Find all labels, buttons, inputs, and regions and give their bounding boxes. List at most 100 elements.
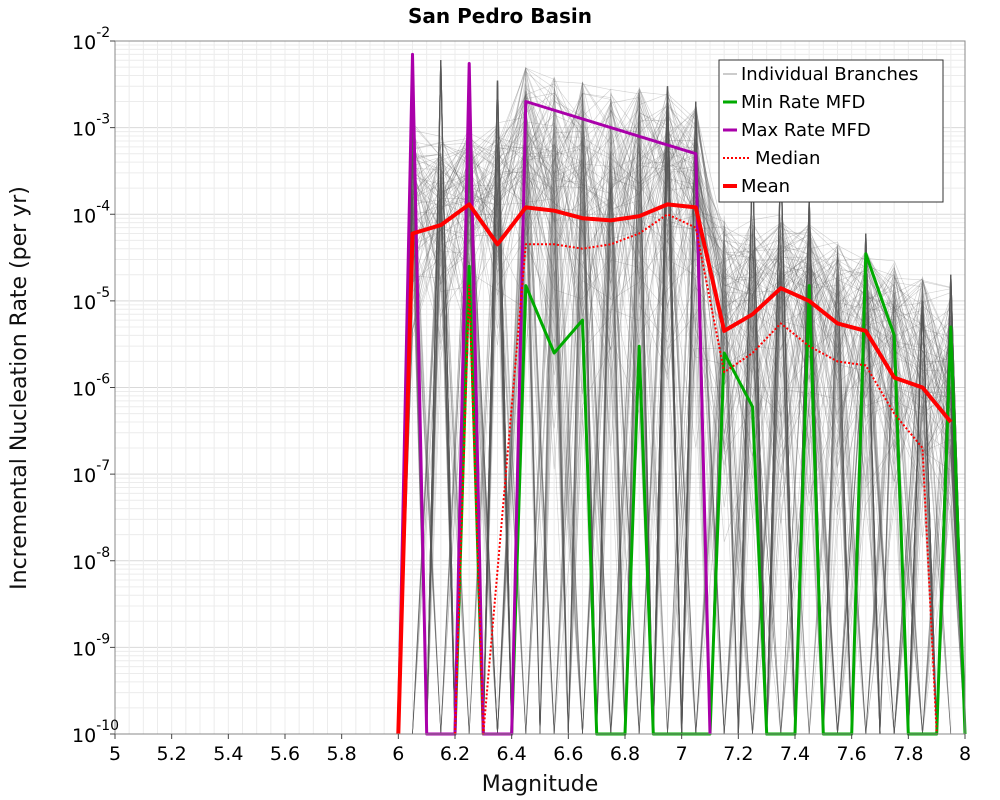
y-tick-label: 10-8 [72, 545, 110, 574]
branch-line [398, 90, 966, 735]
x-tick-label: 6.8 [610, 743, 640, 765]
y-tick-label: 10-2 [72, 25, 110, 54]
branch-line [398, 114, 966, 735]
legend-box [718, 59, 944, 203]
branch-line [398, 106, 965, 735]
branch-line [398, 91, 966, 735]
branch-line [398, 77, 966, 735]
y-tick-label: 10-3 [72, 112, 110, 141]
x-tick-label: 5.2 [157, 743, 187, 765]
x-tick-label: 7.8 [893, 743, 923, 765]
x-axis-label: Magnitude [482, 772, 599, 797]
y-tick-base: 10 [72, 379, 96, 401]
branch-line [398, 107, 965, 735]
branch-spike [652, 86, 683, 735]
branch-line [398, 134, 966, 735]
y-tick-label: 10-10 [72, 718, 119, 747]
legend-label: Individual Branches [741, 64, 918, 85]
branch-line [398, 121, 965, 735]
x-tick-label: 6 [392, 743, 404, 765]
branch-spike [907, 300, 938, 735]
branch-line [398, 148, 966, 735]
series-line-mean [396, 202, 953, 735]
y-tick-exponent: -6 [96, 372, 110, 388]
branch-line [398, 70, 966, 735]
x-tick-label: 5 [109, 743, 121, 765]
series-line-max-rate-mfd [396, 52, 712, 736]
branch-line [398, 129, 966, 735]
y-tick-exponent: -2 [96, 25, 110, 41]
series-line-median [454, 213, 938, 735]
x-tick-label: 6.6 [553, 743, 583, 765]
x-axis-ticks: 5 5.2 5.4 5.6 5.8 6 6.2 6.4 6.6 6.8 7 7.2 7.4 7.6 7.8 8 [109, 734, 971, 765]
branch-line [398, 122, 966, 735]
branch-line [398, 132, 966, 735]
branch-spike [426, 60, 456, 735]
branch-line [398, 92, 965, 735]
branch-line [398, 100, 966, 735]
y-tick-base: 10 [72, 292, 96, 314]
branch-line [398, 109, 966, 735]
branch-line [398, 101, 966, 735]
branch-line [398, 85, 966, 735]
branch-line [398, 87, 966, 735]
x-tick-label: 6.2 [440, 743, 470, 765]
branch-line [398, 126, 966, 735]
branch-line [398, 106, 966, 735]
branch-line [398, 145, 966, 735]
branch-line [398, 113, 966, 735]
y-tick-base: 10 [72, 465, 96, 487]
branch-line [398, 76, 966, 735]
branch-line [398, 88, 966, 735]
legend-label: Min Rate MFD [741, 92, 865, 113]
chart-title: San Pedro Basin [408, 4, 592, 28]
branch-line [398, 67, 966, 735]
x-tick-label: 5.6 [270, 743, 300, 765]
y-tick-base: 10 [72, 638, 96, 660]
branch-line [398, 128, 966, 735]
x-tick-label: 8 [959, 743, 971, 765]
y-tick-base: 10 [72, 725, 96, 747]
branch-line [398, 83, 966, 735]
branch-line [398, 83, 966, 735]
y-tick-exponent: -8 [96, 545, 110, 561]
branch-spike [482, 80, 513, 735]
branch-line [398, 105, 966, 735]
branch-line [398, 121, 966, 735]
y-tick-base: 10 [72, 205, 96, 227]
branch-line [398, 144, 966, 735]
branch-line [398, 132, 966, 735]
x-tick-label: 7.4 [780, 743, 810, 765]
branch-line [398, 81, 966, 735]
branch-line [398, 89, 966, 735]
branch-line [398, 114, 966, 735]
branch-line [398, 112, 966, 735]
branch-line [398, 119, 966, 735]
branch-line [398, 100, 966, 735]
x-tick-label: 7 [676, 743, 688, 765]
x-tick-label: 7.6 [837, 743, 867, 765]
y-tick-label: 10-9 [72, 631, 110, 660]
y-tick-label: 10-5 [72, 285, 110, 314]
y-tick-label: 10-7 [72, 458, 110, 487]
y-tick-exponent: -3 [96, 112, 110, 128]
y-tick-base: 10 [72, 32, 96, 54]
legend-label: Max Rate MFD [741, 120, 871, 141]
x-tick-label: 6.4 [497, 743, 527, 765]
y-tick-exponent: -10 [96, 718, 119, 734]
y-tick-exponent: -4 [96, 198, 110, 214]
y-axis-label: Incremental Nucleation Rate (per yr) [7, 186, 32, 590]
branch-line [398, 113, 966, 735]
y-tick-exponent: -9 [96, 631, 110, 647]
y-tick-base: 10 [72, 552, 96, 574]
x-tick-label: 7.2 [723, 743, 753, 765]
branch-line [398, 98, 966, 735]
y-tick-label: 10-6 [72, 372, 110, 401]
branch-line [398, 130, 965, 735]
branch-line [398, 69, 966, 735]
legend: Individual Branches Min Rate MFD Max Rate … [718, 59, 944, 203]
y-tick-label: 10-4 [72, 198, 110, 227]
x-tick-label: 5.8 [327, 743, 357, 765]
